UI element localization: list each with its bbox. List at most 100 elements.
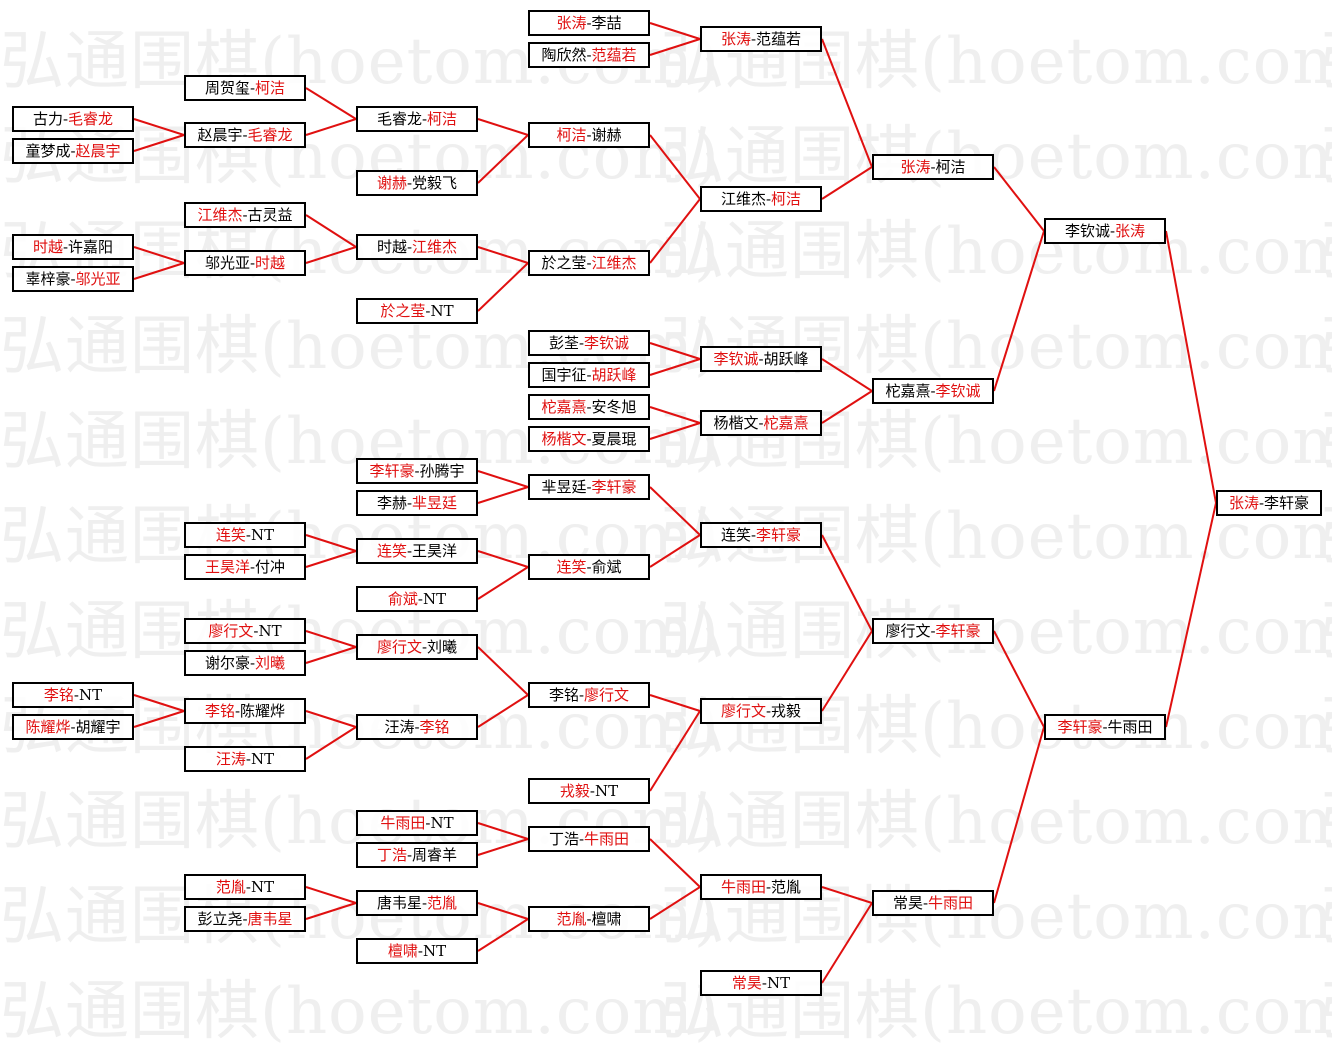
match-box: 李铭-陈耀烨 <box>184 698 306 724</box>
separator: - <box>586 430 592 448</box>
winner-name: 邬光亚 <box>75 270 121 288</box>
winner-name: 柁嘉熹 <box>763 414 809 432</box>
winner-name: 柯洁 <box>771 190 802 208</box>
bracket-connector <box>305 630 357 648</box>
loser-name: 周贺玺 <box>204 79 250 97</box>
separator: - <box>245 526 251 544</box>
bracket-connector <box>1165 502 1217 728</box>
winner-name: 赵晨宇 <box>75 142 121 160</box>
bracket-connector <box>649 422 701 440</box>
separator: - <box>578 334 585 352</box>
loser-name: 时越 <box>376 238 407 256</box>
separator: - <box>70 718 76 736</box>
match-box: 辜梓豪-邬光亚 <box>12 266 134 292</box>
loser-name: NT <box>430 814 454 832</box>
loser-name: 柯洁 <box>935 158 966 176</box>
separator: - <box>758 350 764 368</box>
loser-name: 赵晨宇 <box>197 126 243 144</box>
separator: - <box>425 814 431 832</box>
separator: - <box>421 110 428 128</box>
match-box: 李钦诚-张涛 <box>1044 218 1166 244</box>
winner-name: 李钦诚 <box>584 334 630 352</box>
match-box: 廖行文-李轩豪 <box>872 618 994 644</box>
bracket-connector <box>477 646 529 696</box>
winner-name: 连笑 <box>556 558 587 576</box>
separator: - <box>417 590 423 608</box>
bracket-connector <box>305 726 357 760</box>
bracket-connector <box>649 710 701 792</box>
loser-name: 国宇征 <box>541 366 587 384</box>
bracket-connector <box>305 710 357 728</box>
winner-name: 毛睿龙 <box>247 126 293 144</box>
separator: - <box>1109 222 1116 240</box>
bracket-connector <box>821 902 873 984</box>
match-box: 毛睿龙-柯洁 <box>356 106 478 132</box>
match-box: 陈耀烨-胡耀宇 <box>12 714 134 740</box>
winner-name: 张涛 <box>556 14 587 32</box>
loser-name: 许嘉阳 <box>68 238 114 256</box>
loser-name: 谢尔豪 <box>204 654 250 672</box>
winner-name: 唐韦星 <box>247 910 293 928</box>
bracket-connector <box>649 358 701 376</box>
bracket-connector <box>305 214 357 248</box>
winner-name: 汪涛 <box>215 750 246 768</box>
bracket-lines <box>133 22 1217 984</box>
winner-name: 李轩豪 <box>935 622 981 640</box>
bracket-connector <box>477 262 529 312</box>
winner-name: 江维杰 <box>197 206 243 224</box>
match-box: 连笑-王昊洋 <box>356 538 478 564</box>
winner-name: 李轩豪 <box>369 462 415 480</box>
winner-name: 牛雨田 <box>584 830 630 848</box>
loser-name: 古力 <box>32 110 63 128</box>
match-box: 王昊洋-付冲 <box>184 554 306 580</box>
separator: - <box>765 878 772 896</box>
loser-name: NT <box>250 878 275 896</box>
loser-name: NT <box>430 302 454 320</box>
loser-name: NT <box>594 782 619 800</box>
loser-name: 安冬旭 <box>591 398 637 416</box>
winner-name: 李轩豪 <box>591 478 637 496</box>
bracket-connector <box>305 534 357 552</box>
bracket-connector <box>649 534 701 568</box>
loser-name: 江维杰 <box>720 190 766 208</box>
bracket-connector <box>649 198 701 264</box>
bracket-connector <box>133 134 185 152</box>
match-box: 牛雨田-范胤 <box>700 874 822 900</box>
separator: - <box>414 462 420 480</box>
separator: - <box>586 126 592 144</box>
separator: - <box>417 942 423 960</box>
separator: - <box>406 846 413 864</box>
bracket-connector <box>477 566 529 600</box>
bracket-connector <box>477 486 529 504</box>
winner-name: 刘曦 <box>255 654 286 672</box>
loser-name: 古灵益 <box>247 206 293 224</box>
match-box: 江维杰-柯洁 <box>700 186 822 212</box>
winner-name: 范胤 <box>215 878 246 896</box>
bracket-connector <box>649 342 701 360</box>
loser-name: 汪涛 <box>384 718 415 736</box>
winner-name: 牛雨田 <box>380 814 426 832</box>
separator: - <box>750 30 757 48</box>
separator: - <box>242 206 248 224</box>
match-box: 张涛-李轩豪 <box>1216 490 1322 516</box>
loser-name: 党毅飞 <box>412 174 458 192</box>
winner-name: 柯洁 <box>427 110 458 128</box>
bracket-connector <box>305 646 357 664</box>
loser-name: 付冲 <box>255 558 286 576</box>
winner-name: 柯洁 <box>255 79 286 97</box>
winner-name: 陈耀烨 <box>25 718 71 736</box>
bracket-connector <box>305 550 357 568</box>
separator: - <box>930 622 936 640</box>
match-box: 连笑-NT <box>184 522 306 548</box>
bracket-connector <box>477 822 529 840</box>
match-box: 国宇征-胡跃峰 <box>528 362 650 388</box>
bracket-connector <box>821 534 873 632</box>
separator: - <box>62 238 69 256</box>
match-box: 李铭-廖行文 <box>528 682 650 708</box>
winner-name: 廖行文 <box>720 702 766 720</box>
separator: - <box>73 686 79 704</box>
match-box: 连笑-俞斌 <box>528 554 650 580</box>
bracket-connector <box>305 886 357 904</box>
winner-name: 丁浩 <box>376 846 407 864</box>
loser-name: 毛睿龙 <box>376 110 422 128</box>
